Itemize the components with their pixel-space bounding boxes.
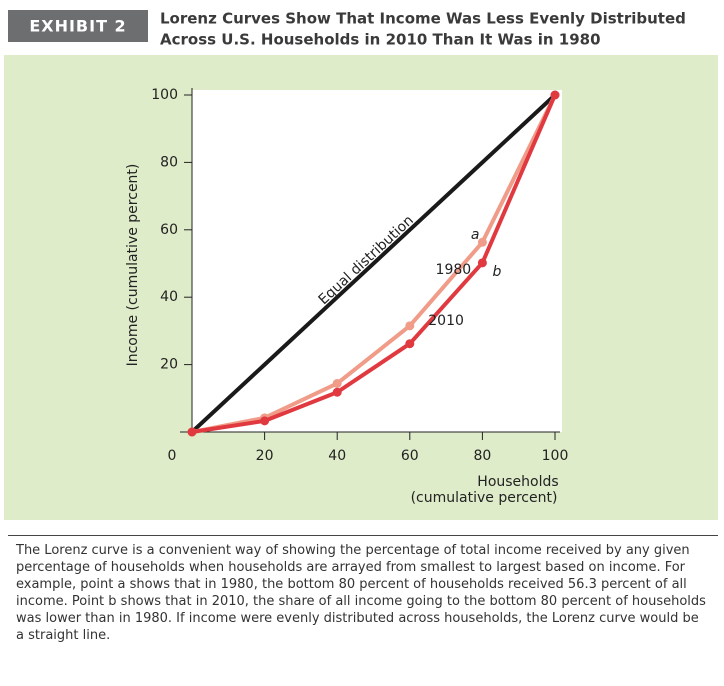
caption: The Lorenz curve is a convenient way of … [16, 543, 706, 643]
series-label: 1980 [436, 262, 472, 278]
x-tick-label: 20 [256, 448, 274, 464]
y-tick-label: 20 [160, 357, 178, 373]
y-tick-label: 40 [160, 289, 178, 305]
series-line [190, 93, 557, 434]
series-line [191, 94, 557, 434]
x-axis-label: Households [477, 474, 558, 490]
point [405, 339, 415, 349]
annotation: a [471, 227, 480, 243]
point [260, 416, 270, 426]
annotation: b [492, 264, 501, 280]
series-label: 2010 [428, 313, 464, 329]
x-tick-label: 0 [168, 448, 177, 464]
point [332, 378, 342, 388]
exhibit-box [8, 10, 148, 42]
point [550, 90, 560, 100]
y-tick-label: 60 [160, 222, 178, 238]
point [332, 387, 342, 397]
y-tick-label: 80 [160, 154, 178, 170]
x-axis-label: (cumulative percent) [411, 490, 558, 506]
exhibit-label: EXHIBIT 2 [29, 17, 126, 36]
point [477, 258, 487, 268]
chart-title: Lorenz Curves Show That Income Was Less … [160, 10, 686, 28]
series-line [191, 94, 557, 434]
rule [8, 535, 718, 536]
x-tick-label: 100 [542, 448, 569, 464]
point [477, 237, 487, 247]
chart-title: Across U.S. Households in 2010 Than It W… [160, 31, 601, 49]
point [405, 321, 415, 331]
x-tick-label: 60 [401, 448, 419, 464]
x-tick-label: 80 [473, 448, 491, 464]
chart: EXHIBIT 2 Lorenz Curves Show That Income… [4, 10, 718, 520]
y-tick-label: 100 [151, 87, 178, 103]
x-tick-label: 40 [328, 448, 346, 464]
y-axis-label: Income (cumulative percent) [125, 164, 141, 367]
point [187, 427, 197, 437]
